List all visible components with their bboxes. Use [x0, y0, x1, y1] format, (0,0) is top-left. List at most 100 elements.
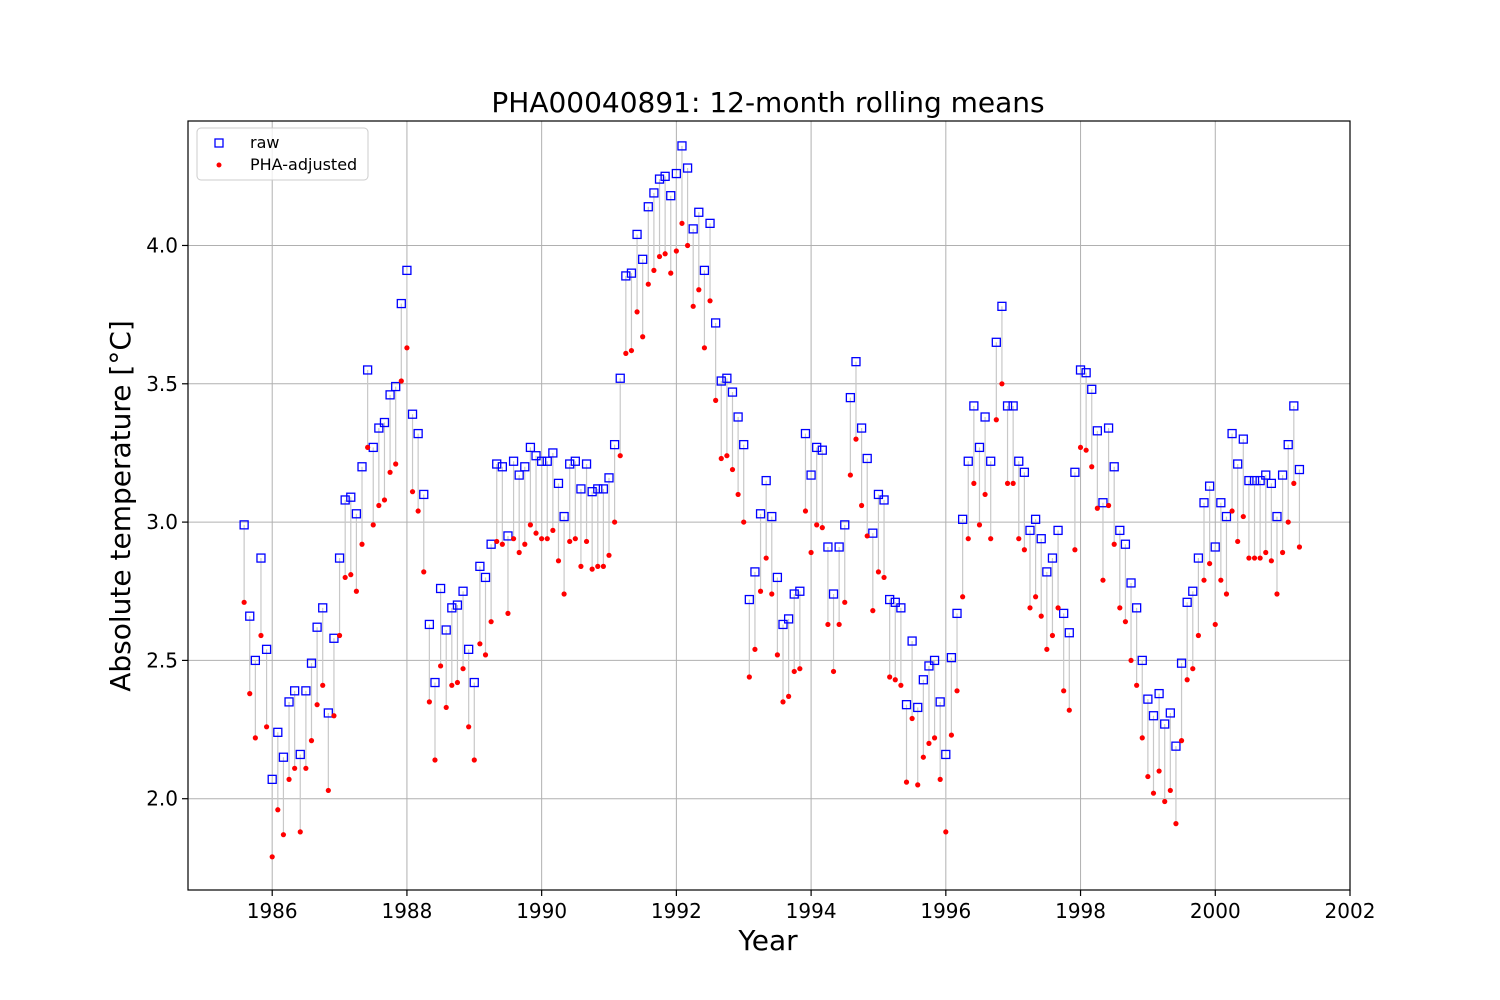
raw-point	[896, 603, 906, 613]
raw-point	[306, 658, 317, 668]
raw-point	[834, 542, 844, 552]
raw-point	[1075, 365, 1086, 375]
raw-point	[761, 475, 771, 486]
y-axis-label: Absolute temperature [°C]	[104, 320, 137, 692]
adjusted-point	[746, 674, 752, 680]
adjusted-point	[449, 682, 455, 688]
raw-point	[778, 619, 788, 630]
raw-point	[727, 387, 738, 397]
raw-point	[688, 224, 698, 234]
adjusted-point	[1201, 577, 1207, 583]
legend-raw-label: raw	[250, 133, 279, 152]
adjusted-point	[1150, 790, 1157, 796]
adjusted-point	[342, 574, 348, 581]
adjusted-point	[948, 732, 955, 738]
raw-point	[559, 511, 569, 522]
raw-point	[997, 301, 1007, 311]
raw-point	[716, 376, 726, 386]
raw-point	[357, 462, 367, 472]
adjusted-point	[314, 702, 320, 708]
raw-point	[974, 442, 985, 453]
raw-point	[632, 229, 642, 240]
adjusted-point	[954, 688, 960, 694]
adjusted-point	[1195, 632, 1201, 639]
adjusted-point	[881, 574, 887, 581]
raw-point	[1255, 475, 1265, 486]
raw-point	[1053, 525, 1063, 536]
adjusted-point	[735, 491, 741, 498]
adjusted-point	[623, 350, 629, 356]
raw-point	[1120, 539, 1131, 549]
raw-point	[705, 218, 715, 228]
adjusted-point	[976, 522, 983, 528]
ticks: 1986 1988 1990 1992 1994 1996 1998 2000 2002 2.0 2…	[146, 233, 1375, 923]
raw-point	[783, 614, 794, 624]
raw-point	[1019, 467, 1030, 477]
raw-point	[744, 594, 754, 605]
raw-point	[323, 708, 333, 718]
adjusted-point	[780, 699, 786, 705]
adjusted-point	[903, 779, 910, 785]
legend-adjusted-label: PHA-adjusted	[250, 155, 357, 174]
adjusted-point	[572, 536, 578, 542]
adjusted-point	[1296, 544, 1303, 550]
adjusted-point	[909, 715, 915, 722]
raw-point	[941, 749, 951, 760]
adjusted-point	[1094, 505, 1100, 511]
raw-point	[924, 661, 934, 671]
adjusted-point	[836, 621, 842, 628]
legend-raw-marker	[214, 138, 224, 148]
raw-point	[458, 586, 468, 596]
raw-point	[346, 492, 356, 502]
raw-point	[1126, 578, 1136, 588]
raw-point	[604, 473, 614, 483]
adjusted-point	[1038, 613, 1044, 619]
raw-point	[1182, 597, 1192, 607]
adjusted-point	[1105, 502, 1112, 509]
raw-point	[1036, 534, 1046, 544]
adjusted-point	[1274, 591, 1280, 597]
adjusted-point	[842, 599, 848, 605]
raw-point	[1221, 511, 1232, 522]
adjusted-point	[263, 724, 270, 730]
raw-point	[1160, 719, 1170, 729]
x-tick-label: 1986	[247, 899, 298, 923]
adjusted-point	[1100, 577, 1106, 583]
raw-point	[666, 191, 676, 201]
adjusted-point	[769, 591, 775, 597]
raw-point	[261, 644, 272, 654]
raw-point	[1025, 525, 1035, 536]
adjusted-point	[516, 549, 522, 556]
raw-point	[301, 686, 311, 696]
x-tick-label: 2002	[1325, 899, 1376, 923]
raw-point	[1103, 423, 1114, 433]
adjusted-point	[1117, 605, 1123, 611]
raw-point	[593, 484, 603, 494]
raw-point	[1238, 434, 1248, 444]
adjusted-point	[376, 502, 382, 509]
raw-point	[441, 625, 451, 635]
adjusted-point	[365, 444, 371, 451]
adjusted-point	[292, 765, 298, 771]
adjusted-point	[1055, 605, 1061, 611]
adjusted-point	[303, 765, 309, 771]
raw-point	[318, 603, 328, 613]
y-tick-label: 3.5	[146, 372, 178, 396]
y-tick-label: 3.0	[146, 510, 178, 534]
raw-point	[576, 484, 586, 494]
x-tick-label: 1998	[1055, 899, 1106, 923]
adjusted-point	[1134, 682, 1140, 688]
adjusted-point	[275, 807, 281, 813]
adjusted-point	[578, 563, 584, 569]
raw-point	[464, 644, 474, 654]
adjusted-point	[875, 569, 882, 575]
adjusted-point	[1229, 508, 1235, 514]
adjusted-point	[825, 621, 831, 628]
raw-point	[1014, 456, 1024, 466]
raw-point	[598, 484, 609, 494]
adjusted-point	[1021, 547, 1027, 553]
adjusted-point	[595, 563, 601, 569]
raw-point	[424, 619, 435, 630]
adjusted-point	[1004, 480, 1011, 486]
